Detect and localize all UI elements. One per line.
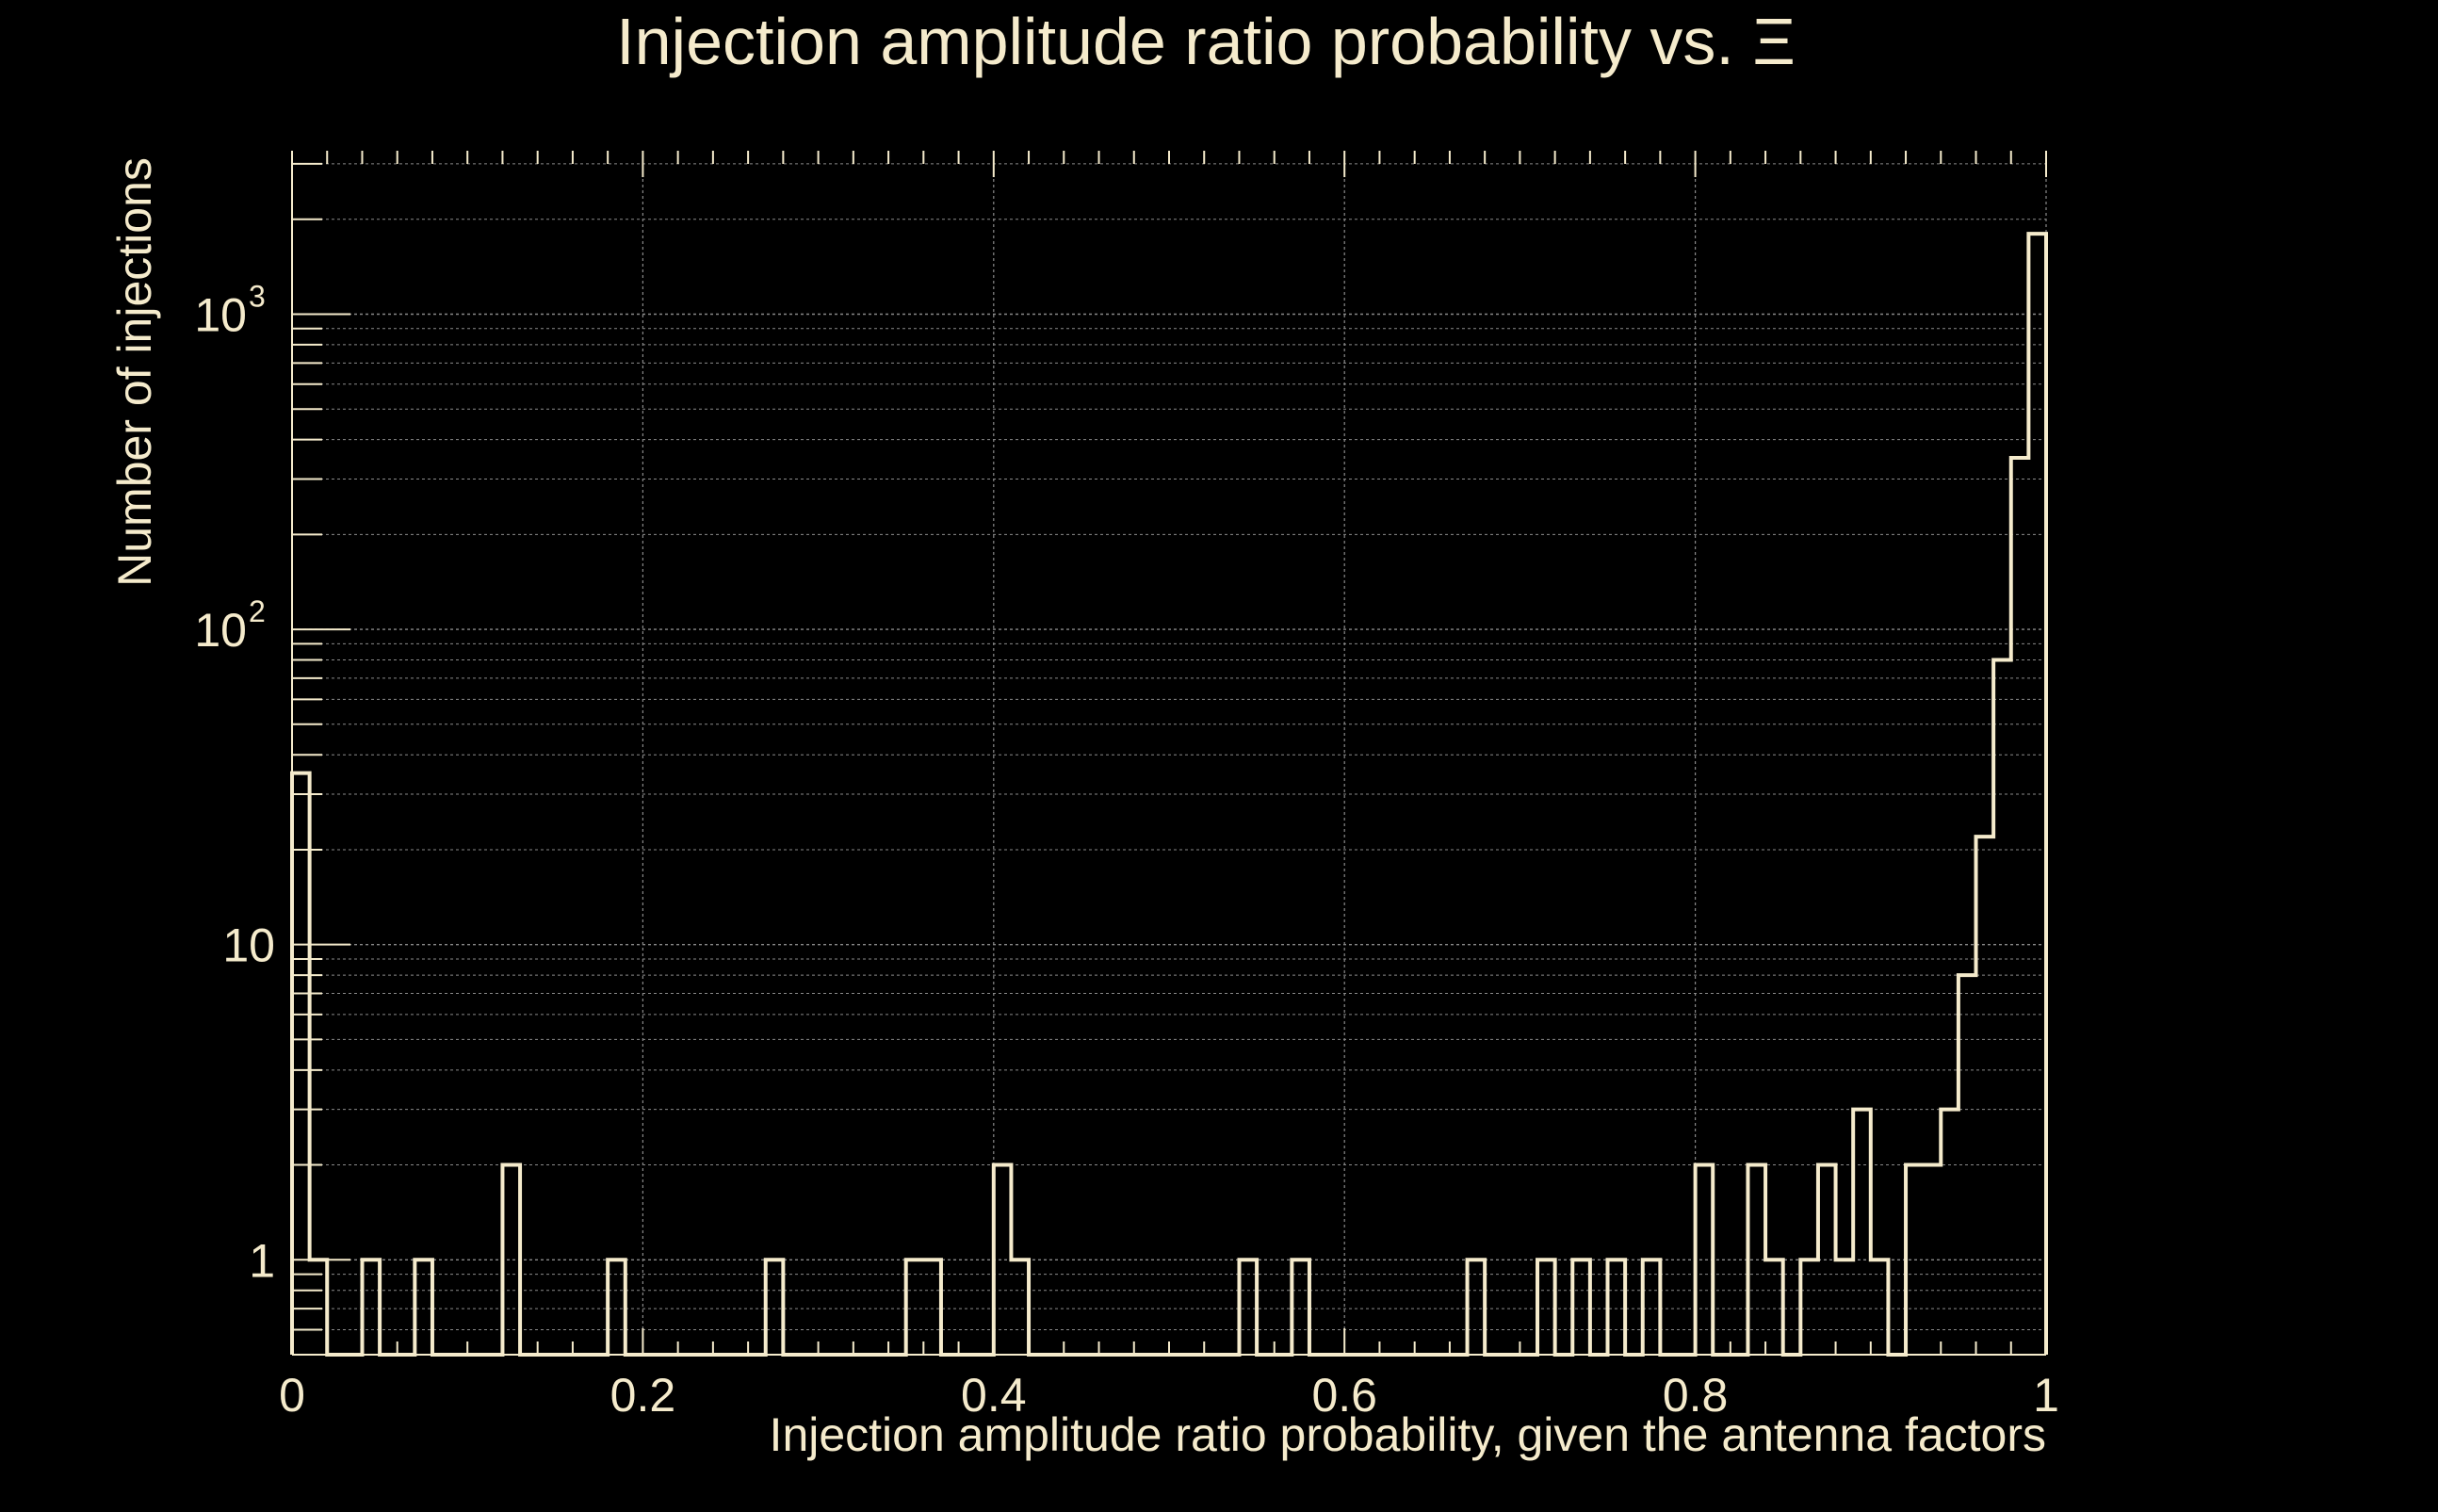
y-tick-label: 10 bbox=[222, 919, 275, 972]
histogram-bin bbox=[1747, 1165, 1765, 1355]
histogram-outline bbox=[290, 232, 2048, 1357]
y-tick-label: 1 bbox=[249, 1234, 275, 1287]
histogram-bin bbox=[1572, 1260, 1590, 1355]
histogram-bin bbox=[1292, 1260, 1309, 1355]
histogram-bin bbox=[1239, 1260, 1257, 1355]
histogram-bin bbox=[414, 1260, 432, 1355]
x-tick-label: 0.6 bbox=[1311, 1369, 1377, 1422]
histogram-bin bbox=[766, 1260, 784, 1355]
histogram-bin bbox=[292, 773, 310, 1355]
y-tick-label-exponent: 2 bbox=[249, 594, 266, 628]
histogram-bin bbox=[1959, 975, 1976, 1355]
x-tick-label: 0.2 bbox=[610, 1369, 676, 1422]
histogram-bin bbox=[1537, 1260, 1555, 1355]
x-axis-label: Injection amplitude ratio probability, g… bbox=[770, 1408, 2046, 1461]
grid-lines bbox=[291, 151, 2047, 1356]
histogram-bin bbox=[1993, 660, 2011, 1355]
histogram-bin bbox=[310, 1260, 328, 1355]
y-axis-label: Number of injections bbox=[108, 157, 161, 587]
histogram-bin bbox=[2011, 458, 2029, 1355]
histogram-bin bbox=[1608, 1260, 1626, 1355]
histogram-bin bbox=[2028, 234, 2046, 1355]
histogram-bin bbox=[1696, 1165, 1714, 1355]
histogram-bin bbox=[1906, 1165, 1924, 1355]
histogram-bin bbox=[1853, 1110, 1871, 1355]
histogram-bin bbox=[608, 1260, 626, 1355]
y-tick-label-exponent: 3 bbox=[249, 279, 266, 313]
y-tick-label: 10 bbox=[194, 604, 247, 657]
histogram-bin bbox=[1468, 1260, 1486, 1355]
histogram-bin bbox=[1941, 1110, 1959, 1355]
histogram-series bbox=[290, 232, 2048, 1357]
x-tick-label: 0.4 bbox=[961, 1369, 1027, 1422]
x-tick-label: 0.8 bbox=[1663, 1369, 1729, 1422]
histogram-bin bbox=[1836, 1260, 1854, 1355]
histogram-bin bbox=[994, 1165, 1012, 1355]
histogram-bin bbox=[1871, 1260, 1889, 1355]
y-tick-label: 10 bbox=[194, 288, 247, 341]
histogram-bin bbox=[1818, 1165, 1836, 1355]
histogram-bin bbox=[1011, 1260, 1029, 1355]
x-tick-label: 0 bbox=[279, 1369, 305, 1422]
x-tick-label: 1 bbox=[2033, 1369, 2059, 1422]
histogram-bin bbox=[1800, 1260, 1818, 1355]
histogram-bin bbox=[906, 1260, 924, 1355]
histogram-bin bbox=[1765, 1260, 1783, 1355]
chart-title: Injection amplitude ratio probability vs… bbox=[616, 5, 1796, 78]
histogram-bin bbox=[1976, 837, 1994, 1355]
histogram-bin bbox=[1924, 1165, 1942, 1355]
histogram-bin bbox=[923, 1260, 941, 1355]
histogram-bin bbox=[1643, 1260, 1661, 1355]
histogram-bin bbox=[362, 1260, 380, 1355]
histogram-bin bbox=[502, 1165, 520, 1355]
